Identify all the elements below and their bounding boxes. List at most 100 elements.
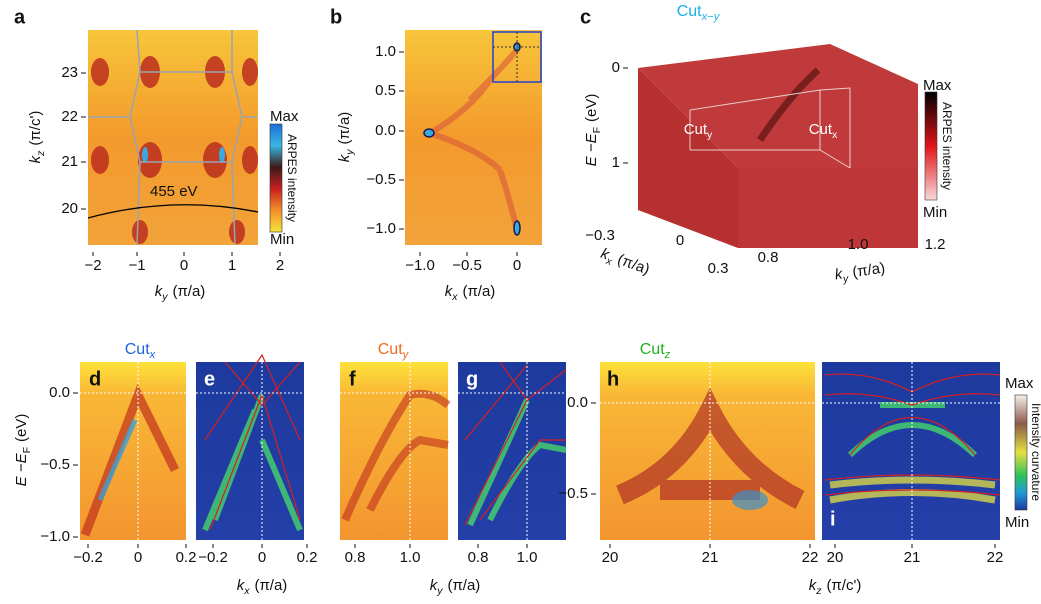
panel-h-image [600, 362, 815, 540]
y-tick-label: 0.0 [49, 384, 70, 401]
band-max [732, 490, 768, 510]
label-subscript: y [436, 585, 443, 597]
x-tick-label: 0.2 [297, 549, 318, 566]
colorbar-max: Max [923, 77, 952, 94]
label-unit: (π/a) [615, 251, 652, 278]
label-text: k [155, 283, 164, 300]
guide-lines [600, 362, 815, 540]
panel-label: a [14, 6, 26, 28]
x-tick-label: −1 [128, 257, 145, 274]
colorbar-min: Min [923, 204, 947, 221]
label-subscript: y [402, 349, 410, 361]
x-tick-label: 22 [802, 549, 819, 566]
x-tick-label: 1.0 [517, 549, 538, 566]
x-tick-label: −0.2 [73, 549, 103, 566]
cut-label: Cutx [809, 121, 838, 141]
x-tick-label: −0.2 [198, 549, 228, 566]
x-tick-label: 0 [180, 257, 188, 274]
colorbar-title: ARPES intensity [940, 102, 954, 190]
axis-label: E −EF (eV) [583, 94, 603, 167]
x-tick-label: 0 [258, 549, 266, 566]
label-text: Cut [809, 121, 833, 138]
colorbar-max: Max [270, 108, 299, 125]
guide-lines [80, 362, 186, 540]
y-tick-label: 22 [61, 108, 78, 125]
band-max [97, 418, 138, 502]
y-tick-label: −0.5 [40, 456, 70, 473]
right-face [738, 168, 918, 248]
label-subscript: z [35, 150, 47, 157]
label-text: k [809, 577, 818, 594]
band [757, 67, 821, 142]
label-text: Cut [125, 341, 150, 358]
panel-label: e [204, 368, 215, 390]
panel-label: g [466, 368, 478, 390]
guide-lines [458, 362, 566, 540]
label-unit: (π/a) [447, 577, 480, 594]
label-text: k [336, 153, 353, 162]
label-subscript: F [21, 447, 33, 453]
guide-lines [822, 362, 1000, 540]
x-tick-label: 0.8 [345, 549, 366, 566]
y-tick-label: −1.0 [40, 528, 70, 545]
colorbar-max: Max [1005, 375, 1034, 392]
label-text: Cut [677, 3, 702, 20]
label-subscript: y [841, 272, 850, 285]
colorbar-min: Min [1005, 514, 1029, 531]
x-tick-label: 0 [676, 232, 684, 249]
panel-label: f [349, 368, 356, 390]
guide-lines [493, 32, 541, 82]
label-text: Cut [684, 121, 708, 138]
x-tick-label: 20 [827, 549, 844, 566]
top-face [638, 44, 918, 168]
x-tick-label: 0 [513, 257, 521, 274]
x-tick-label: −2 [84, 257, 101, 274]
label-text: E −E [583, 132, 600, 166]
panel-a-image [87, 29, 283, 246]
curvature-bands [829, 476, 996, 504]
x-tick-label: 20 [602, 549, 619, 566]
panel-c-box [638, 44, 938, 248]
y-tick-label: 21 [61, 153, 78, 170]
panel-title: Cutx [125, 341, 156, 361]
panel-label: c [580, 6, 591, 28]
blue-spots [142, 147, 225, 163]
x-tick-label: 22 [987, 549, 1004, 566]
x-tick-label: 2 [276, 257, 284, 274]
left-face [638, 68, 738, 248]
y-tick-label: 1 [612, 154, 620, 171]
spots [423, 42, 521, 236]
label-subscript: z [664, 349, 671, 361]
features [428, 48, 520, 231]
panel-title: Cutx−y [677, 3, 721, 23]
label-subscript: x−y [701, 11, 721, 23]
panel-label: b [330, 6, 342, 28]
label-subscript: x [149, 349, 156, 361]
x-tick-label: 1.2 [925, 236, 946, 253]
label-subscript: x [832, 129, 838, 141]
x-tick-label: −0.3 [585, 227, 615, 244]
axis-label: kx (π/a) [598, 245, 652, 281]
label-unit: (π/c') [826, 577, 861, 594]
x-tick-label: 1.0 [848, 236, 869, 253]
x-tick-label: 0 [134, 549, 142, 566]
panel-d-image [80, 362, 186, 540]
label-subscript: x [451, 291, 458, 303]
label-text: Cut [640, 341, 665, 358]
x-tick-label: 21 [702, 549, 719, 566]
label-subscript: F [591, 127, 603, 133]
label-text: E −E [13, 452, 30, 486]
guide-lines [340, 362, 448, 540]
label-text: k [445, 283, 454, 300]
y-tick-label: 0.0 [567, 394, 588, 411]
photon-energy-arc [87, 204, 259, 219]
zone-grid [88, 29, 258, 246]
spectrum-image [600, 362, 815, 540]
label-text: k [430, 577, 439, 594]
label-unit: (π/a) [462, 283, 495, 300]
label-subscript: z [815, 585, 822, 597]
panel-title: Cutz [640, 341, 671, 361]
axis-label: ky (π/a) [155, 283, 206, 303]
x-tick-label: 1.0 [400, 549, 421, 566]
